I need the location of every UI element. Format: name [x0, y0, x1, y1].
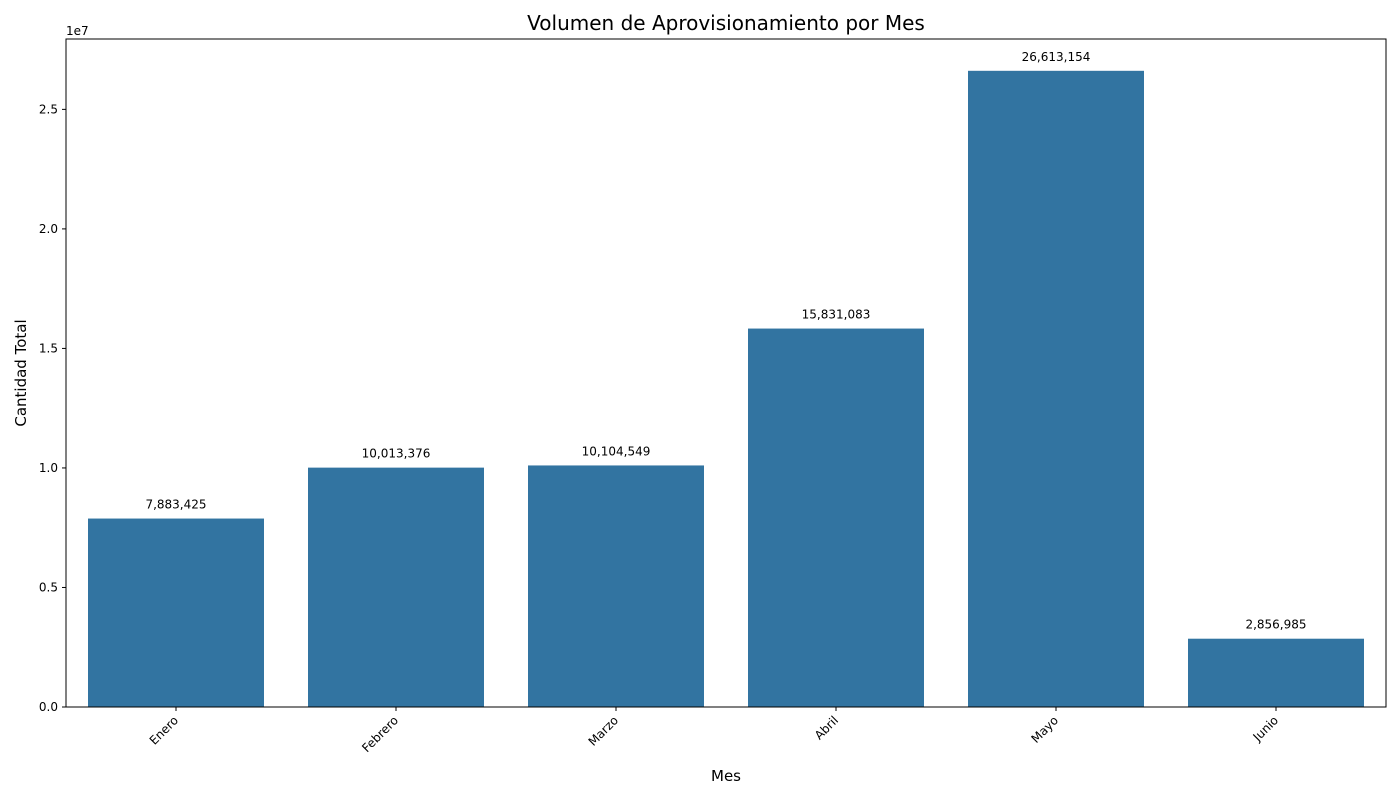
- data-label-junio: 2,856,985: [1245, 618, 1306, 632]
- x-axis-ticks: Enero Febrero Marzo Abril Mayo Junio: [147, 707, 1281, 755]
- data-label-febrero: 10,013,376: [362, 447, 431, 461]
- y-axis-ticks: 0.0 0.5 1.0 1.5 2.0 2.5: [39, 102, 66, 714]
- x-axis-label: Mes: [711, 767, 741, 785]
- x-tick-label: Mayo: [1028, 713, 1061, 746]
- x-tick-label: Febrero: [359, 713, 401, 755]
- bar-marzo: [528, 465, 704, 707]
- data-label-marzo: 10,104,549: [582, 444, 651, 458]
- chart-title: Volumen de Aprovisionamiento por Mes: [527, 11, 925, 35]
- bar-junio: [1188, 638, 1364, 707]
- y-axis-offset-label: 1e7: [66, 24, 89, 38]
- data-label-mayo: 26,613,154: [1022, 50, 1091, 64]
- data-label-abril: 15,831,083: [802, 308, 871, 322]
- x-tick-label: Junio: [1250, 713, 1281, 744]
- y-tick-label: 2.5: [39, 102, 58, 116]
- bars-group: [88, 70, 1364, 708]
- x-tick-label: Abril: [812, 713, 841, 742]
- plot-frame: [65, 38, 1387, 708]
- bar-enero: [88, 518, 264, 707]
- x-tick-label: Enero: [147, 713, 181, 747]
- bar-febrero: [308, 467, 484, 707]
- bar-abril: [748, 328, 924, 707]
- y-axis-label: Cantidad Total: [12, 319, 30, 426]
- y-tick-label: 0.5: [39, 580, 58, 594]
- bar-mayo: [968, 70, 1144, 708]
- y-tick-label: 2.0: [39, 222, 58, 236]
- x-tick-label: Marzo: [586, 713, 622, 749]
- data-label-enero: 7,883,425: [145, 498, 206, 512]
- data-labels-group: 7,883,425 10,013,376 10,104,549 15,831,083 2…: [145, 50, 1306, 632]
- y-tick-label: 1.5: [39, 341, 58, 355]
- y-tick-label: 0.0: [39, 700, 58, 714]
- y-tick-label: 1.0: [39, 461, 58, 475]
